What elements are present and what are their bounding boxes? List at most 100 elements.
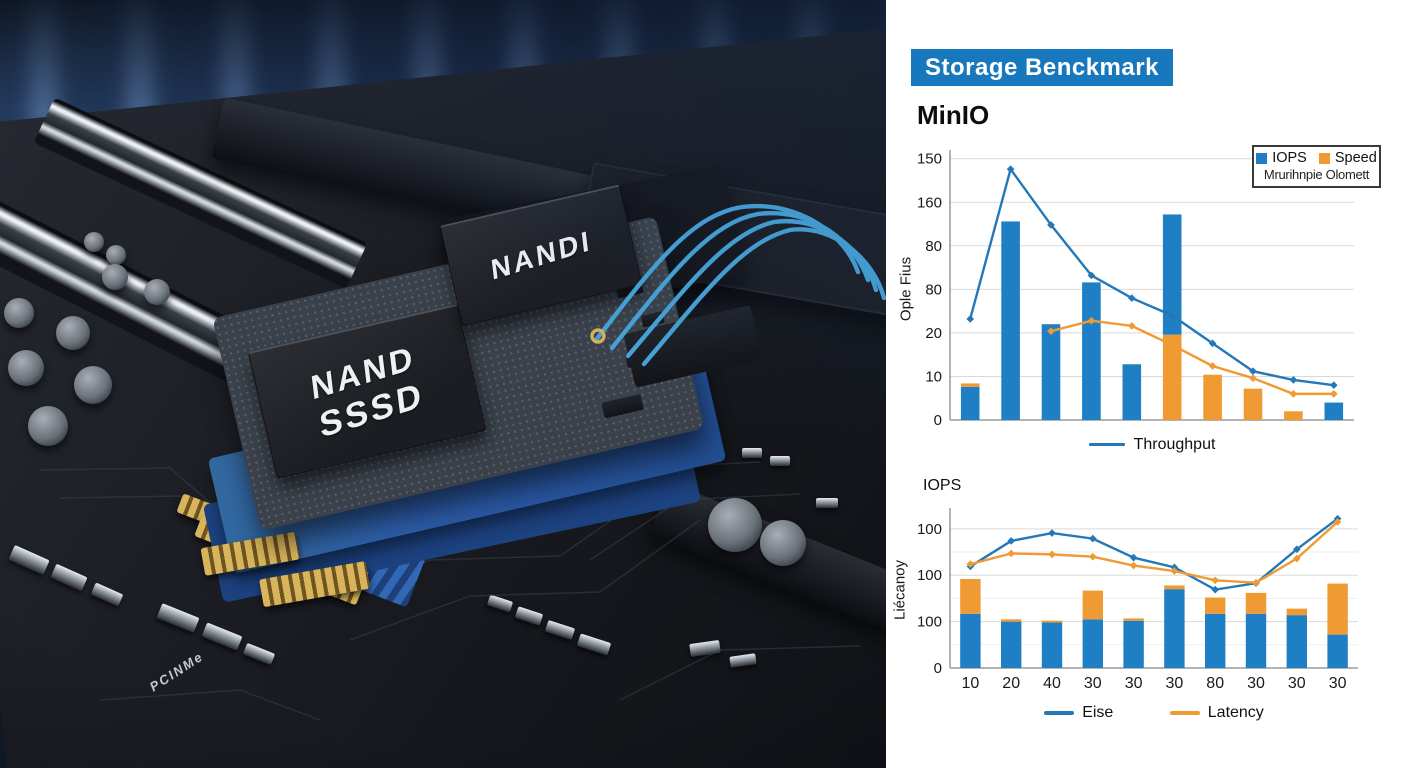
y-tick-label: 100: [917, 567, 942, 584]
x-tick-label: 30: [1084, 675, 1102, 692]
y-tick-label: 160: [917, 194, 942, 211]
y-tick-label: 10: [925, 368, 942, 385]
bar-segment-blue: [960, 613, 981, 668]
line-marker: [1088, 552, 1097, 561]
x-tick-label: 40: [1043, 675, 1061, 692]
x-tick-label: 30: [1166, 675, 1184, 692]
bar-segment-blue: [960, 386, 980, 420]
page-title: MinIO: [917, 100, 990, 130]
x-tick-label: 80: [1206, 675, 1224, 692]
iops-chart: 0 100 100 100 10 20 40 30 30 30 80 30 30 30: [902, 502, 1368, 701]
throughput-legend: Throughput: [950, 436, 1354, 454]
bar-segment-blue: [1162, 214, 1182, 335]
bar-segment-blue: [1245, 613, 1267, 668]
line-marker: [1007, 549, 1016, 558]
line-marker: [1047, 327, 1055, 335]
bar-segment-orange: [1082, 590, 1103, 620]
bar-segment-blue: [1041, 622, 1063, 668]
line-marker: [1249, 367, 1257, 376]
y-tick-label: 80: [925, 238, 942, 255]
bar-segment-blue: [1001, 221, 1020, 420]
ssd-product-photo: ∧∕: [0, 0, 886, 768]
latency-line: [970, 521, 1339, 584]
bar-segment-orange: [1162, 334, 1182, 420]
y-tick-label: 150: [917, 151, 942, 168]
bar-segment-blue: [1164, 589, 1185, 668]
line-marker: [1211, 576, 1220, 585]
x-tick-label: 30: [1329, 675, 1347, 692]
bar-segment-orange: [1001, 619, 1022, 622]
bar-segment-orange: [1284, 411, 1303, 420]
bar-segment-blue: [1123, 620, 1144, 668]
chart1-legend-box: IOPS Speed Mrurihnpie Olomett: [1252, 145, 1381, 188]
throughput-line: [969, 166, 1334, 387]
line-marker: [1047, 221, 1055, 229]
bar-segment-blue: [1122, 364, 1142, 420]
y-tick-label: 100: [917, 521, 942, 538]
eise-line-swatch-icon: [1044, 711, 1075, 715]
line-marker: [1333, 518, 1342, 526]
y-tick-label: 0: [934, 660, 942, 677]
line-marker: [1088, 534, 1097, 543]
bar-segment-orange: [1123, 618, 1144, 621]
bar-segment-blue: [1082, 619, 1103, 668]
eise-line: [969, 517, 1339, 591]
benchmark-panel: Storage Benckmark MinIO Ople Fius 0 10 20 8…: [886, 0, 1408, 768]
line-marker: [1048, 550, 1056, 559]
bar-segment-blue: [1324, 402, 1344, 420]
bar-segment-blue: [1041, 324, 1061, 420]
x-tick-label: 10: [962, 675, 980, 692]
speed-line: [1050, 319, 1334, 396]
bar-segment-orange: [1327, 583, 1348, 635]
legend-item-iops: IOPS: [1256, 150, 1307, 166]
y-tick-label: 20: [925, 325, 942, 342]
line-marker: [1129, 553, 1138, 562]
x-tick-label: 30: [1247, 675, 1265, 692]
bar-segment-orange: [1164, 585, 1185, 590]
x-tick-label: 30: [1288, 675, 1306, 692]
bar-segment-orange: [960, 578, 981, 614]
throughput-chart-canvas: 0 10 20 80 80 160 150: [917, 150, 1354, 429]
bar-segment-orange: [1286, 608, 1307, 616]
speed-swatch-icon: [1318, 152, 1330, 164]
bar-segment-blue: [1286, 615, 1307, 668]
legend-row2-text: Mrurihnpie Olomett: [1263, 167, 1370, 182]
line-marker: [1289, 376, 1298, 384]
x-tick-label: 30: [1125, 675, 1143, 692]
line-marker: [1329, 390, 1338, 398]
throughput-chart: 0 10 20 80 80 160 150: [902, 142, 1364, 431]
section-label-iops: IOPS: [923, 477, 962, 494]
legend-item-speed: Speed: [1318, 150, 1377, 166]
y-tick-label: 0: [934, 412, 942, 426]
bar-segment-orange: [1243, 388, 1263, 420]
line-marker: [1329, 381, 1338, 389]
line-marker: [1127, 322, 1136, 330]
bar-segment-blue: [1001, 621, 1022, 668]
bar-segment-blue: [1082, 282, 1101, 420]
y-tick-label: 80: [925, 281, 942, 298]
chart2-legend: Eise Latency: [950, 702, 1358, 722]
line-marker: [1129, 561, 1138, 570]
line-marker: [966, 315, 975, 323]
legend-item-latency: Latency: [1169, 704, 1264, 722]
legend-item-eise: Eise: [1044, 704, 1113, 722]
line-marker: [1289, 390, 1298, 398]
bar-segment-blue: [1205, 613, 1226, 668]
line-marker: [1048, 529, 1056, 537]
bar-segment-orange: [1041, 620, 1063, 623]
iops-swatch-icon: [1256, 152, 1268, 164]
line-marker: [1249, 374, 1257, 383]
bar-segment-orange: [960, 383, 980, 387]
x-tick-label: 20: [1002, 675, 1020, 692]
panel-title-banner: Storage Benckmark: [911, 49, 1173, 86]
iops-chart-canvas: 0 100 100 100 10 20 40 30 30 30 80 30 30 30: [917, 508, 1358, 692]
latency-line-swatch-icon: [1169, 711, 1200, 715]
bar-segment-blue: [1327, 634, 1348, 668]
bar-segment-orange: [1245, 592, 1267, 614]
bar-segment-orange: [1203, 374, 1222, 420]
blue-cables: [590, 203, 886, 367]
throughput-line-swatch-icon: [1088, 443, 1125, 447]
bar-segment-orange: [1205, 597, 1226, 614]
y-tick-label: 100: [917, 614, 942, 631]
